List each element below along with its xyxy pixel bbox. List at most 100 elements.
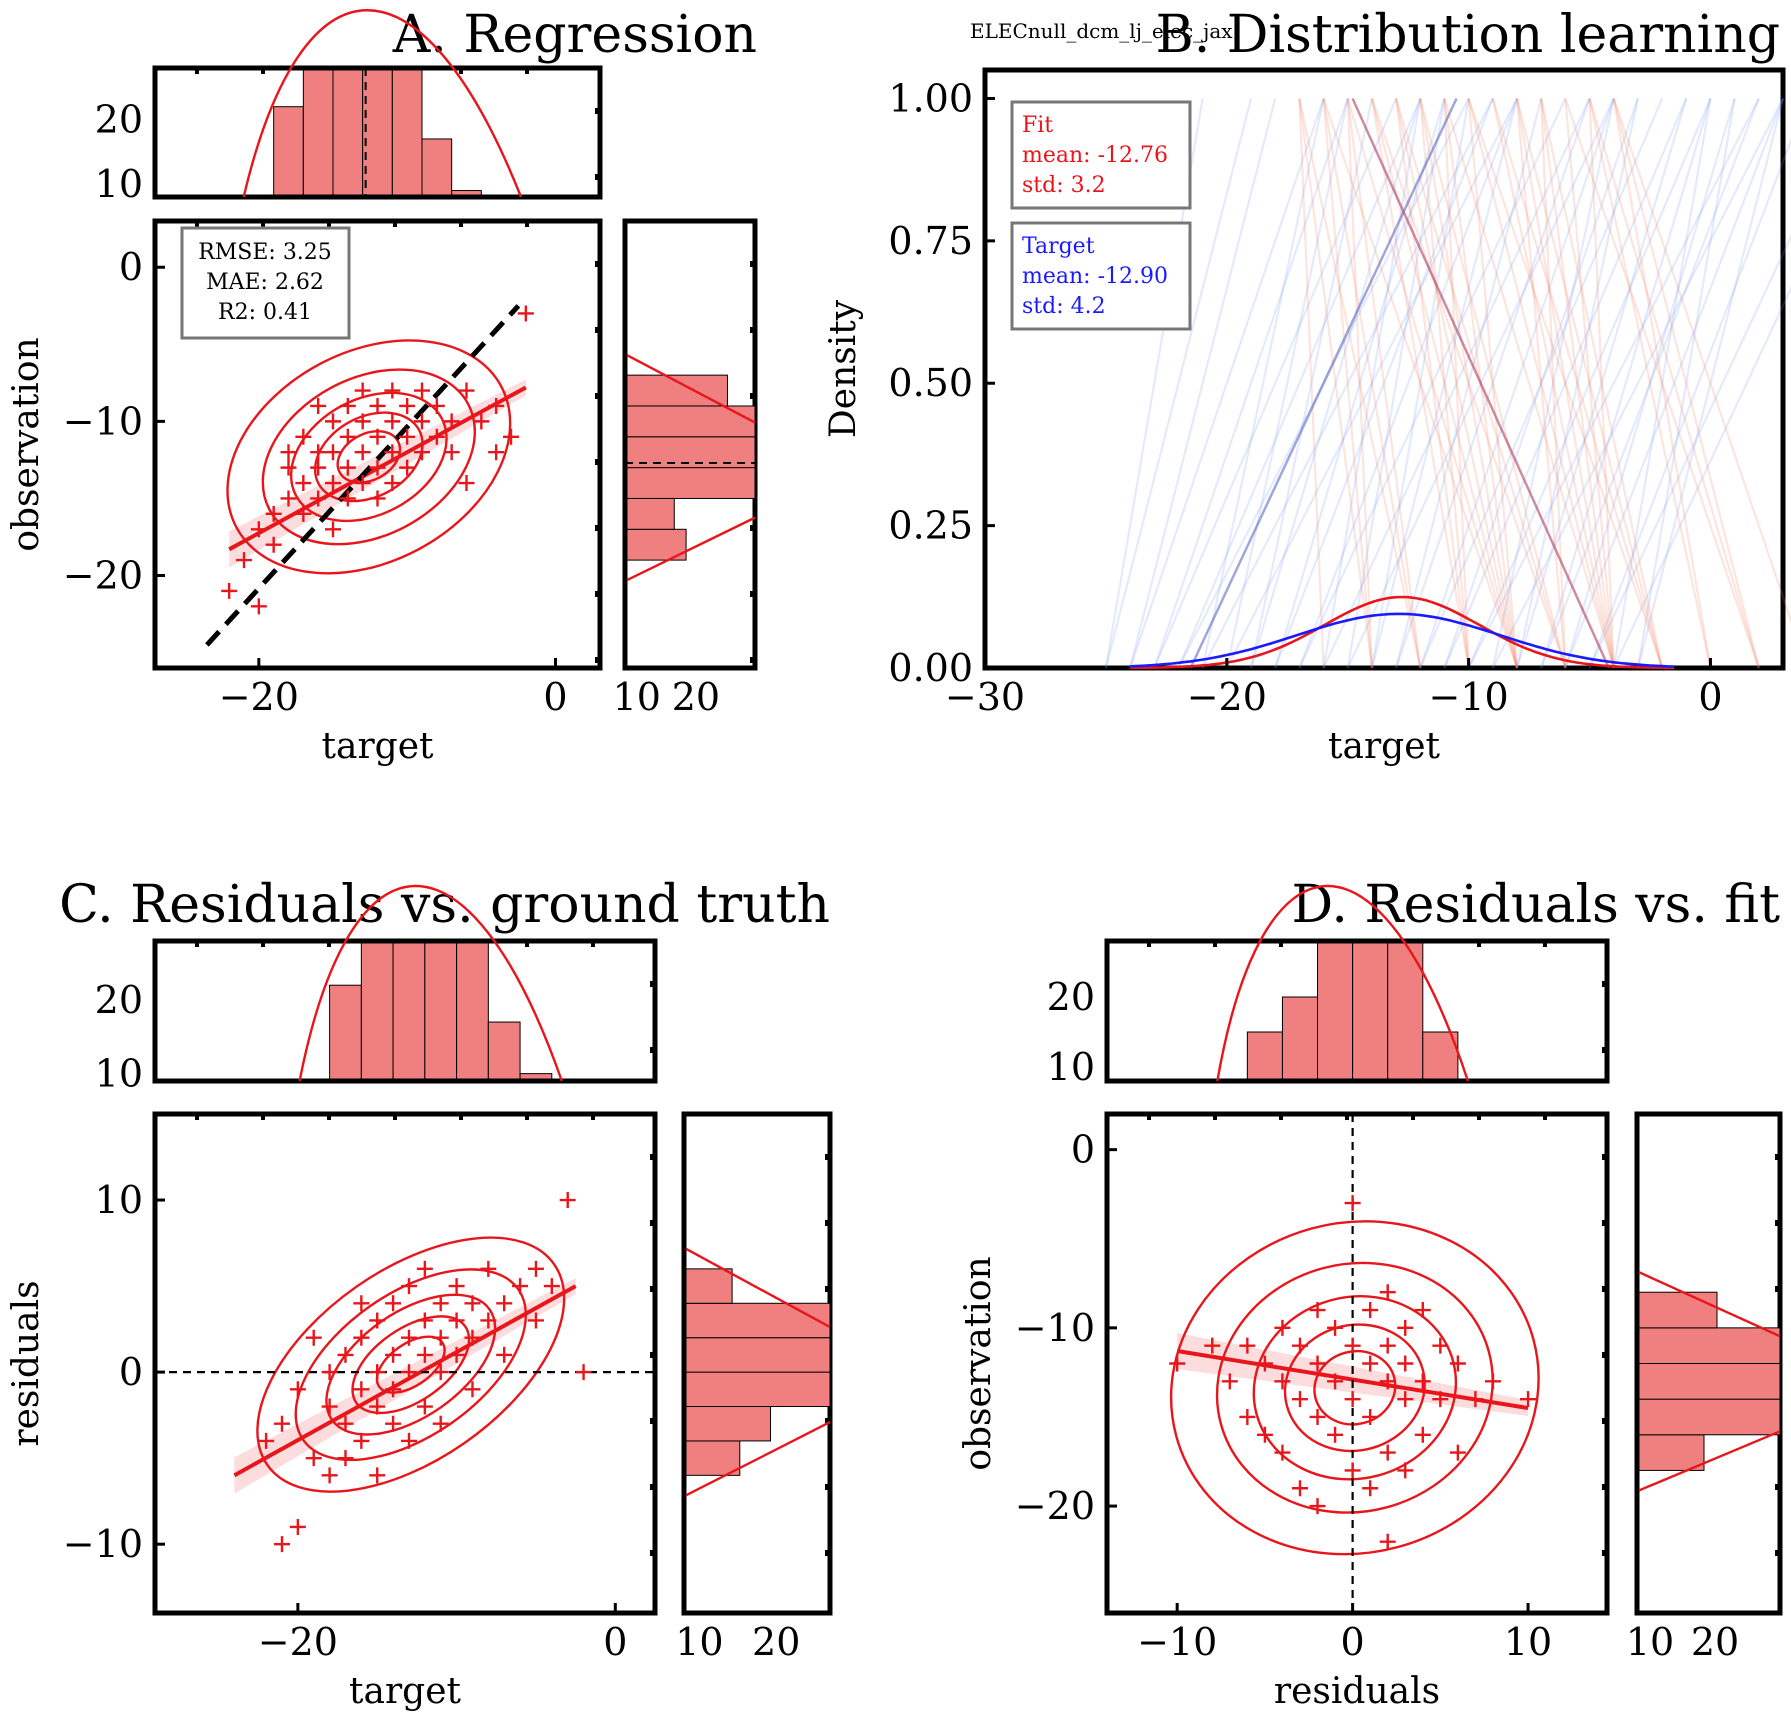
target-trajectory [1491,97,1784,669]
target-trajectory [1540,98,1760,669]
minor-tick [825,1154,829,1160]
data-point [1467,1391,1484,1408]
minor-tick [1602,1418,1606,1424]
data-point [310,490,327,507]
data-point [488,444,505,461]
data-point [400,1278,417,1295]
fit-trajectory [1540,98,1615,669]
minor-tick [1279,941,1283,947]
density-contour [294,1268,527,1462]
top-hist-bar [302,69,334,196]
data-point [354,413,371,430]
data-point [488,397,505,414]
fit-trajectory [1612,98,1791,624]
data-point [400,1329,417,1346]
target-trajectory [1636,98,1785,669]
target-trajectory [1491,98,1615,669]
target-trajectory [1249,98,1373,669]
density-contour [375,1335,446,1394]
data-point [295,428,312,445]
top-hist-kde [242,9,523,198]
top-hist-y-tick-label: 10 [95,162,143,206]
minor-tick [1602,1286,1606,1292]
minor-tick [825,1418,829,1424]
data-point [321,1467,338,1484]
data-point [1362,1480,1379,1497]
data-point [399,459,416,476]
target-trajectory [1225,98,1349,669]
data-point [1291,1480,1308,1497]
data-point [1309,1355,1326,1372]
data-point [527,1260,544,1277]
top-hist-y-tick-label: 10 [95,1052,143,1096]
y-tick-label: 10 [95,1178,143,1222]
fit-trajectory [1515,98,1664,669]
data-point [1414,1373,1431,1390]
x-tick-label: 10 [1504,1620,1552,1664]
data-point [1379,1284,1396,1301]
minor-tick [1477,941,1481,947]
x-tick-label: −20 [258,1620,338,1664]
data-point [448,1346,465,1363]
data-point [369,397,386,414]
data-point [512,1278,529,1295]
data-point [289,1381,306,1398]
data-point [1362,1355,1379,1372]
data-point [1397,1391,1414,1408]
fit-trajectory [1370,98,1470,669]
data-point [258,1432,275,1449]
minor-tick [195,1114,199,1120]
top-hist-y-tick-label: 10 [1047,1045,1095,1089]
fit-trajectory [1491,98,1664,669]
data-point [354,382,371,399]
legend-text: mean: -12.76 [1022,143,1168,168]
data-point [1256,1355,1273,1372]
y-tick-label: 1.00 [888,76,973,120]
minor-tick [195,941,199,947]
y-tick-label: 0.50 [888,361,973,405]
panel-title: C. Residuals vs. ground truth [59,875,830,935]
right-hist-bar [685,1268,733,1304]
top-hist-bar [1281,996,1319,1080]
target-trajectory [1395,98,1543,669]
figure-header-text: ELECnull_dcm_lj_elec_jax [970,19,1233,43]
y-tick-label: −10 [1015,1306,1095,1350]
target-trajectory [1129,98,1277,669]
data-point [325,475,341,492]
minor-tick [1602,1220,1606,1226]
minor-tick [591,941,595,947]
minor-tick [750,657,754,663]
data-point [353,1329,370,1346]
top-hist-bar [1387,942,1424,1080]
data-point [428,397,445,414]
data-point [353,1381,370,1398]
minor-tick [1345,1114,1349,1120]
minor-tick [1775,1286,1779,1292]
data-point [400,1364,417,1381]
target-trajectory [1177,98,1422,669]
minor-tick [261,941,265,947]
minor-tick [825,1220,829,1226]
minor-tick [1279,1114,1283,1120]
data-point [443,444,460,461]
data-point [369,1312,386,1329]
top-hist-y-tick-label: 20 [1047,975,1095,1019]
data-point [325,413,341,430]
fit-trajectory [1515,98,1567,669]
fit-trajectory [1346,98,1519,669]
right-hist-bar [626,467,756,499]
data-point [527,1312,544,1329]
data-point [1344,1462,1361,1479]
data-point [354,475,371,492]
y-axis-label: Density [823,299,864,438]
minor-tick [525,221,529,227]
target-trajectory [1201,97,1494,669]
main-axes-frame [152,218,603,671]
regression-line [233,1284,577,1478]
data-point [325,444,341,461]
minor-tick [595,591,599,597]
data-point [1274,1373,1291,1390]
top-hist-bar [519,1073,553,1080]
minor-tick [1602,1047,1606,1053]
y-tick-label: −20 [63,554,143,598]
